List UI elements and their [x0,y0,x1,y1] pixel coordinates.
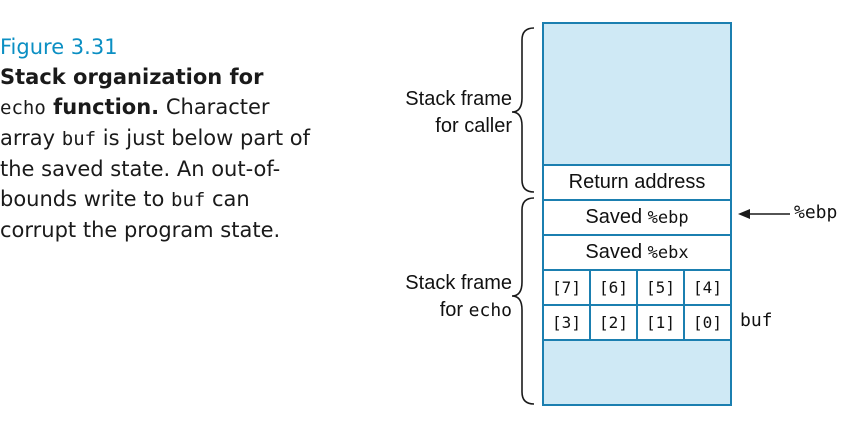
caption-bold-line1: Stack organization for [0,65,264,89]
buf-byte-6: [6] [591,271,638,304]
stack-column: Return address Saved %ebp Saved %ebx [7]… [542,22,732,406]
caller-frame-label-2: for caller [435,115,512,137]
caller-frame-label-1: Stack frame [405,88,512,110]
buf-byte-1: [1] [638,306,685,339]
caption-code1: buf [61,128,97,150]
ebp-pointer-label: %ebp [794,202,838,223]
return-address-label: Return address [568,171,706,193]
caption-code2: buf [171,189,206,211]
saved-ebx-reg: %ebx [647,243,689,263]
buf-bytes-row-bottom: [3] [2] [1] [0] [544,304,730,341]
caption-body: Stack organization for echo function. Ch… [0,62,330,245]
saved-ebp-reg: %ebp [647,208,689,228]
echo-frame-code: echo [468,300,512,321]
saved-ebp-text: Saved [585,206,643,228]
buf-byte-0: [0] [693,313,722,332]
buf-byte-5: [5] [638,271,685,304]
buf-label: buf [740,310,773,331]
ebp-arrow-head [738,209,750,219]
buf-bytes-row-top: [7] [6] [5] [4] [544,269,730,304]
caption-bold-code: echo [0,97,46,119]
caller-frame-brace [511,27,535,193]
figure-label: Figure 3.31 [0,35,118,59]
echo-frame-label-1: Stack frame [405,272,512,294]
figure-caption: Figure 3.31 Stack organization for echo … [0,32,330,245]
caller-frame-label: Stack frame for caller [368,86,512,140]
buf-byte-7: [7] [544,271,591,304]
echo-frame-label-2: for [439,299,464,321]
return-address-cell: Return address [544,164,730,199]
saved-ebp-cell: Saved %ebp [544,199,730,234]
caption-text3: can corrupt the program state. [0,187,281,242]
caption-bold-word: function. [53,95,160,119]
saved-ebx-cell: Saved %ebx [544,234,730,269]
buf-byte-4: [4] [693,278,722,297]
echo-frame-brace [511,197,535,405]
saved-ebx-text: Saved [585,241,643,263]
buf-byte-2: [2] [591,306,638,339]
caption-text2: is just below part of the saved state. A… [0,126,310,211]
buf-byte-3: [3] [544,306,591,339]
echo-frame-label: Stack frame for echo [368,270,512,324]
caption-text1: Character array [0,95,270,150]
